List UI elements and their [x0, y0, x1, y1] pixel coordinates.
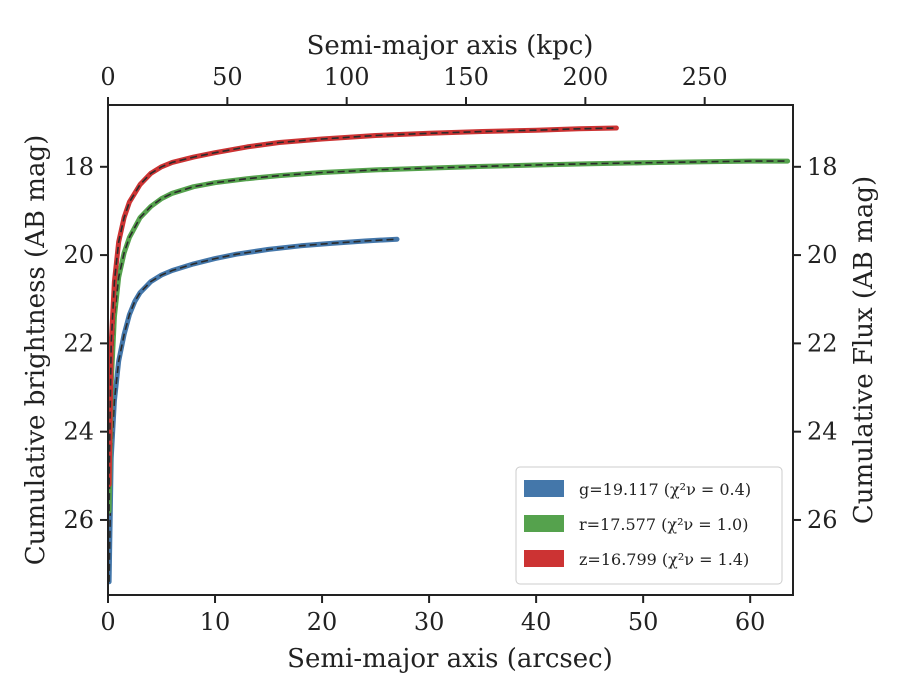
- plot-frame: [107, 104, 794, 596]
- right-y-tick-label: 26: [807, 506, 838, 534]
- y-tick-label: 24: [63, 418, 94, 446]
- x-tick-label: 10: [200, 608, 231, 636]
- legend: g=19.117 (χ²ν = 0.4) r=17.577 (χ²ν = 1.0)…: [515, 466, 783, 585]
- y-tick-label: 22: [63, 329, 94, 357]
- axes-layer: 0 10 20 30 40 50 60 0 50 100 150 200 250 18 18 20 20 22 22…: [63, 63, 837, 636]
- series-model-line-z: [108, 127, 617, 485]
- top-x-tick-label: 150: [443, 63, 489, 91]
- top-x-tick-label: 0: [100, 63, 115, 91]
- x-tick-label: 40: [521, 608, 552, 636]
- right-y-tick-label: 24: [807, 418, 838, 446]
- legend-swatch-z: [524, 550, 564, 567]
- x-tick-label: 60: [735, 608, 766, 636]
- x-tick-label: 0: [100, 608, 115, 636]
- x-tick-label: 20: [307, 608, 338, 636]
- series-line-g: [108, 236, 400, 585]
- right-y-tick-label: 18: [807, 153, 838, 181]
- top-x-tick-label: 250: [682, 63, 728, 91]
- right-y-tick-label: 22: [807, 329, 838, 357]
- y-tick-label: 26: [63, 506, 94, 534]
- y-tick-label: 20: [63, 241, 94, 269]
- legend-swatch-r: [524, 515, 564, 532]
- right-y-axis-label: Cumulative Flux (AB mag): [849, 176, 879, 524]
- series-line-r: [108, 158, 791, 514]
- x-axis-label: Semi-major axis (arcsec): [287, 644, 613, 674]
- legend-box: [515, 466, 783, 585]
- right-y-tick-label: 20: [807, 241, 838, 269]
- x-tick-label: 50: [628, 608, 659, 636]
- series-layer: [108, 125, 791, 585]
- series-line-z: [108, 125, 619, 488]
- top-x-tick-label: 50: [212, 63, 243, 91]
- top-x-tick-label: 100: [324, 63, 370, 91]
- y-tick-label: 18: [63, 153, 94, 181]
- top-x-axis-label: Semi-major axis (kpc): [307, 31, 594, 61]
- legend-swatch-g: [524, 480, 564, 497]
- legend-label-r: r=17.577 (χ²ν = 1.0): [579, 515, 748, 534]
- series-model-line-g: [108, 238, 398, 582]
- legend-label-g: g=19.117 (χ²ν = 0.4): [579, 480, 751, 499]
- y-axis-label: Cumulative brightness (AB mag): [21, 135, 51, 566]
- legend-label-z: z=16.799 (χ²ν = 1.4): [579, 550, 749, 569]
- x-tick-label: 30: [414, 608, 445, 636]
- series-model-line-r: [108, 160, 788, 512]
- top-x-tick-label: 200: [562, 63, 608, 91]
